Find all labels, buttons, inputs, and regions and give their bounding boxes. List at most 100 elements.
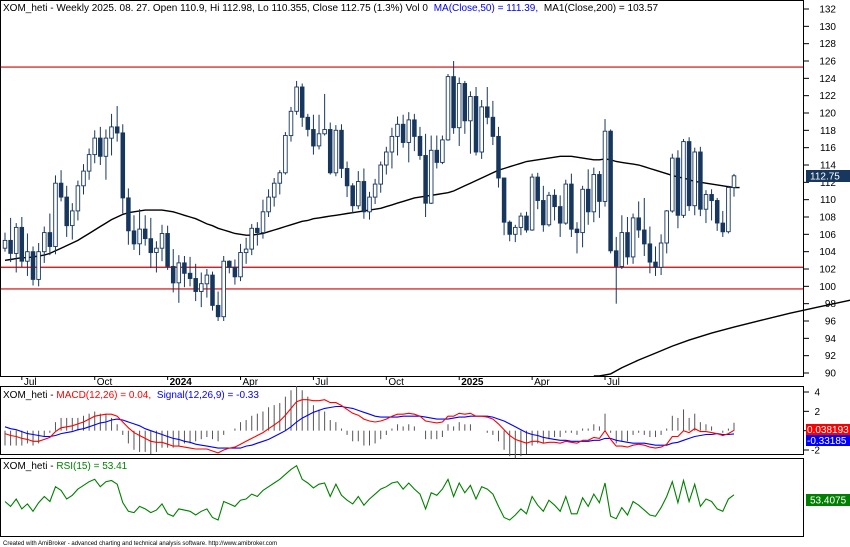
candle-body [395, 123, 400, 137]
price-axis: 90 92 94 96 98 100 102 104 106 108 110 112 114 116 118… [804, 5, 836, 380]
candle-body [142, 228, 148, 240]
candle-body [170, 265, 176, 284]
candle [210, 271, 215, 311]
candle [2, 232, 8, 252]
candle [232, 259, 238, 285]
candle [238, 243, 243, 282]
candle-body [103, 137, 109, 157]
candle-body [350, 185, 355, 207]
candle-body [238, 252, 243, 278]
candle [131, 215, 137, 250]
candle-body [563, 183, 569, 224]
candle-body [456, 83, 462, 129]
candle [423, 133, 428, 217]
candle-body [541, 200, 546, 226]
candle-body [249, 227, 254, 250]
candle [288, 106, 294, 142]
candle-body [339, 129, 344, 169]
candle [249, 223, 254, 256]
candle [563, 179, 569, 225]
price-tick-label: 106 [819, 230, 836, 241]
candle-body [400, 123, 406, 143]
ma200-label: MA1(Close,200) = 103.57 [544, 3, 659, 14]
macd-plot [4, 386, 735, 459]
candle [440, 135, 445, 165]
candle-body [322, 129, 327, 135]
candle [344, 161, 350, 198]
candle [585, 169, 591, 225]
candle [591, 167, 597, 223]
candle [468, 91, 473, 154]
last-price-tag: 112.75 [810, 172, 840, 183]
candle [647, 226, 653, 274]
candle-body [703, 194, 709, 210]
candle [501, 177, 507, 236]
candle-body [731, 175, 737, 188]
candle [25, 233, 30, 276]
candle-body [552, 194, 557, 208]
candle-body [608, 130, 613, 252]
candle-body [159, 233, 165, 249]
candle [485, 87, 490, 125]
candle [148, 217, 154, 269]
price-panel-frame [0, 0, 804, 377]
footer-credit: Created with AmiBroker - advanced charti… [3, 541, 277, 547]
candle [294, 80, 299, 115]
candle-body [243, 248, 249, 254]
rsi-line [4, 464, 735, 521]
candle-body [193, 278, 198, 292]
candle-body [36, 251, 41, 280]
candle-body [496, 135, 501, 179]
candle [81, 164, 86, 195]
candle-body [154, 247, 159, 253]
candle-body [389, 135, 395, 153]
candle [271, 178, 277, 207]
candle-body [277, 172, 283, 184]
macd-tick-label: -2 [811, 446, 820, 457]
candle-body [698, 151, 703, 210]
candle-body [613, 250, 619, 267]
price-tick-label: 132 [819, 5, 836, 16]
candle [552, 189, 557, 221]
candle-body [428, 149, 434, 204]
candle [316, 114, 322, 150]
candle-body [204, 274, 210, 285]
candle [524, 211, 529, 233]
candle-body [182, 262, 187, 274]
candle [686, 137, 692, 211]
candle-body [255, 227, 260, 234]
candle-body [462, 83, 468, 122]
price-tick-label: 110 [820, 195, 836, 206]
candle [243, 237, 249, 264]
candle [535, 172, 540, 210]
candle-body [165, 233, 170, 267]
candle-body [356, 181, 361, 207]
candle [473, 87, 479, 156]
candle-body [507, 221, 512, 235]
candle-body [42, 232, 47, 253]
x-tick-label: Jul [607, 377, 620, 388]
candle [75, 180, 81, 221]
candle-body [372, 183, 378, 198]
candle [428, 135, 434, 204]
candle-body [726, 187, 731, 233]
candle [327, 122, 333, 175]
candle-body [709, 194, 714, 202]
candle-body [215, 304, 221, 318]
rsi-panel-frame [0, 458, 804, 537]
candle [541, 185, 546, 232]
candle-body [714, 200, 720, 224]
candle [350, 183, 355, 214]
candle-body [148, 238, 154, 254]
x-tick-label: Oct [388, 377, 404, 388]
candle [58, 170, 64, 202]
candle [451, 61, 456, 134]
candle [384, 146, 389, 175]
candle-body [333, 129, 339, 174]
candle-body [288, 110, 294, 137]
candle-body [653, 261, 658, 268]
candle-body [574, 228, 580, 234]
candle [53, 175, 58, 255]
candle-body [137, 228, 142, 245]
candle [513, 224, 518, 243]
